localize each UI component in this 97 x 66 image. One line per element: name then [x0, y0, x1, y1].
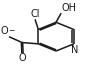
Text: N: N [71, 45, 79, 56]
Text: −: − [8, 26, 14, 35]
Text: O: O [1, 26, 9, 36]
Text: OH: OH [62, 3, 77, 13]
Text: O: O [19, 53, 26, 63]
Text: Cl: Cl [30, 9, 40, 19]
